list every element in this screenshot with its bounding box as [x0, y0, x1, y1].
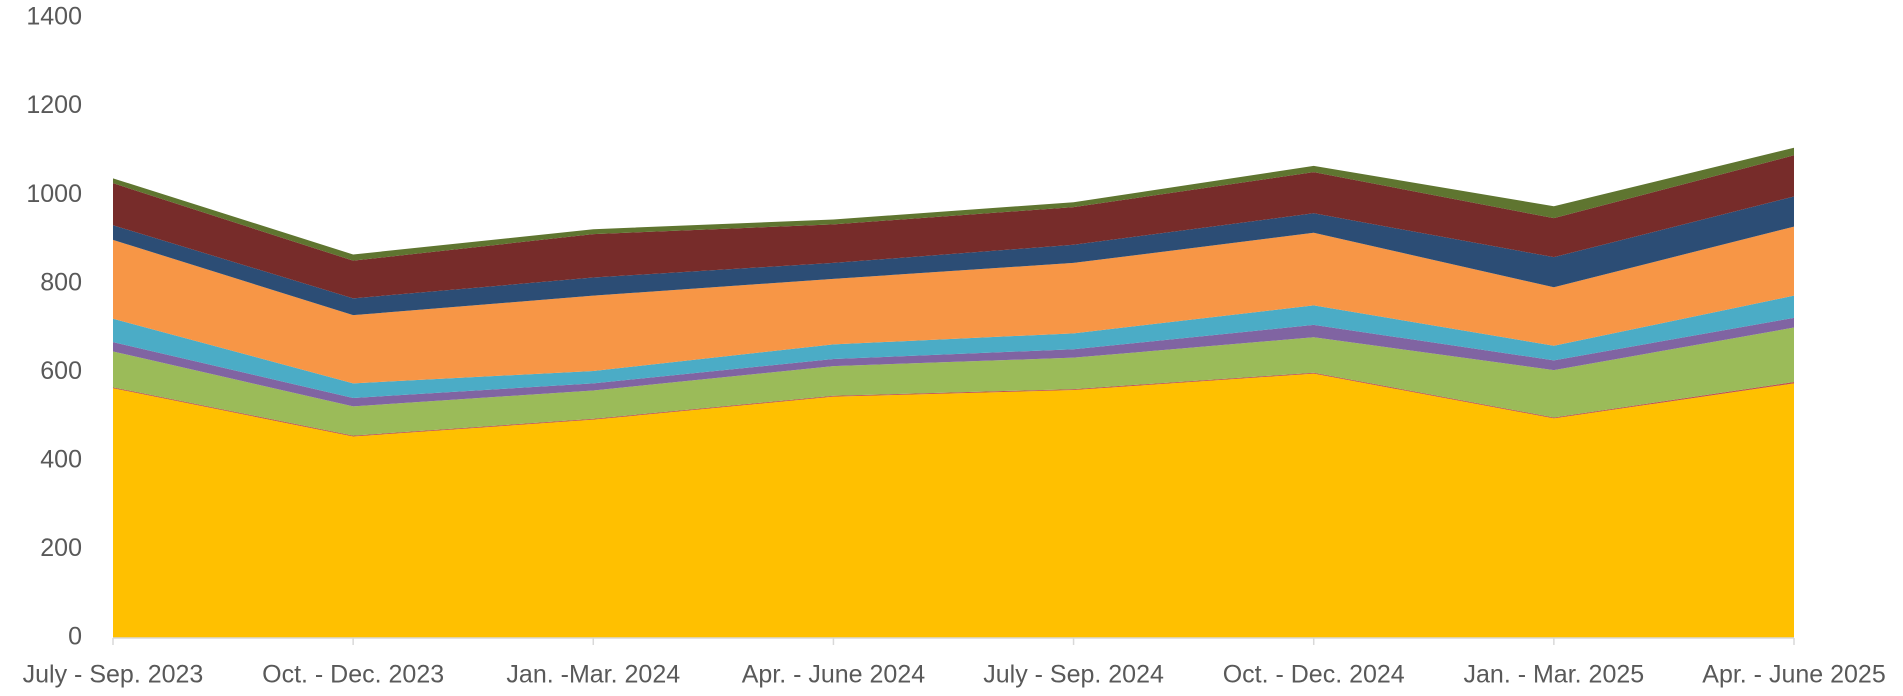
- y-tick-label: 1000: [26, 180, 82, 208]
- x-tick-label: Apr. - June 2025: [1702, 661, 1885, 689]
- area: [113, 373, 1794, 638]
- x-tick-label: Jan. - Mar. 2025: [1464, 661, 1645, 689]
- y-tick-label: 0: [68, 623, 82, 651]
- y-tick-label: 600: [40, 357, 82, 385]
- x-tick-label: Jan. -Mar. 2024: [506, 661, 680, 689]
- x-tick-label: Oct. - Dec. 2024: [1223, 661, 1405, 689]
- y-tick-label: 200: [40, 534, 82, 562]
- area: [113, 327, 1794, 436]
- area: [113, 295, 1794, 398]
- y-tick-label: 400: [40, 445, 82, 473]
- y-tick-label: 1200: [26, 91, 82, 119]
- y-tick-label: 800: [40, 268, 82, 296]
- x-tick-label: July - Sep. 2024: [983, 661, 1164, 689]
- x-tick-label: Apr. - June 2024: [742, 661, 926, 689]
- x-tick-label: July - Sep. 2023: [23, 661, 204, 689]
- area: [113, 317, 1794, 407]
- x-tick-label: Oct. - Dec. 2023: [262, 661, 444, 689]
- y-tick-label: 1400: [26, 3, 82, 31]
- area: [113, 226, 1794, 384]
- area: [113, 196, 1794, 316]
- area: [113, 155, 1794, 299]
